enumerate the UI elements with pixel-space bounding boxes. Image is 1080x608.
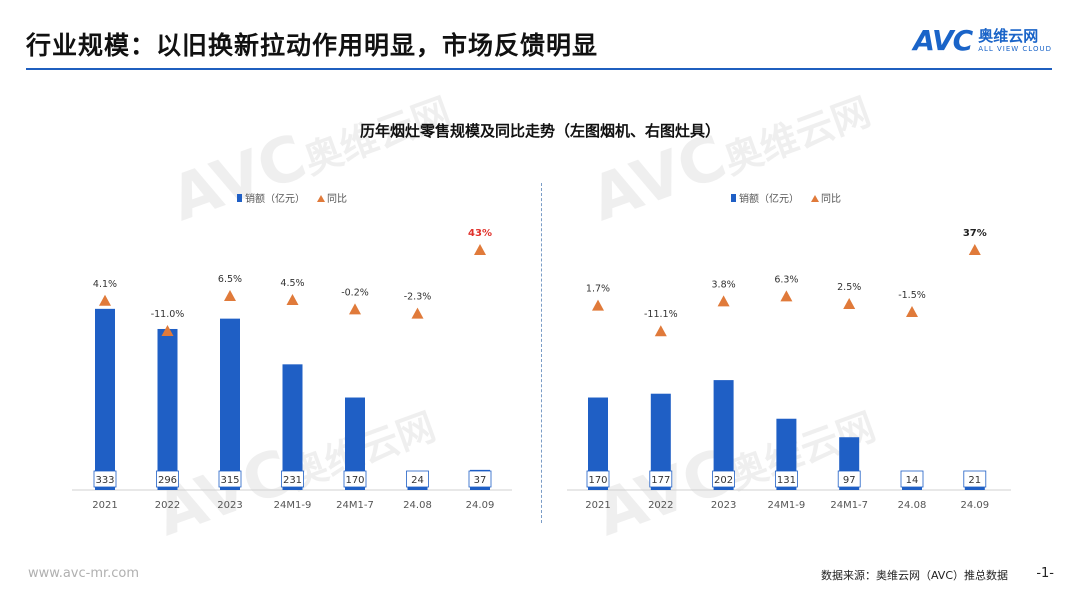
bar-label-box (712, 470, 736, 488)
bar (650, 393, 671, 490)
bar-value-label: 131 (777, 475, 796, 486)
yoy-marker (654, 325, 667, 337)
bar-label-box (468, 470, 492, 488)
yoy-value-label: 4.1% (93, 279, 117, 290)
bar (220, 318, 240, 490)
chart-divider (541, 183, 542, 523)
bar-label-box (837, 470, 861, 488)
bar-value-label: 37 (474, 475, 487, 486)
x-tick-label: 24.08 (403, 500, 432, 511)
x-tick-label: 24M1-9 (768, 500, 806, 511)
footer-url: www.avc-mr.com (28, 566, 140, 581)
legend-swatch-sales (731, 194, 736, 202)
legend-label-sales: 销额（亿元） (245, 192, 305, 205)
yoy-value-label: 1.7% (586, 284, 610, 295)
bar-label-box (586, 470, 610, 488)
x-tick-label: 2021 (585, 500, 610, 511)
yoy-marker (474, 244, 486, 255)
legend-swatch-sales (237, 194, 242, 202)
yoy-value-label: 3.8% (712, 279, 736, 290)
legend-swatch-yoy (317, 195, 325, 202)
bar-value-label: 296 (158, 475, 177, 486)
brand-name-cn: 奥维云网 (978, 26, 1039, 45)
yoy-marker (161, 325, 174, 336)
bar (713, 380, 734, 490)
bar-value-label: 333 (95, 475, 114, 486)
yoy-value-label: 6.3% (774, 274, 798, 285)
x-tick-label: 2023 (711, 500, 736, 511)
yoy-value-label: -1.5% (898, 290, 926, 301)
bar-label-box (156, 470, 179, 488)
bar-label-box (343, 470, 367, 488)
bar (157, 328, 178, 490)
legend-label-sales: 销额（亿元） (739, 192, 799, 205)
x-tick-label: 2022 (648, 500, 673, 511)
yoy-value-label: 6.5% (218, 274, 242, 285)
x-tick-label: 24M1-7 (336, 500, 374, 511)
bar-value-label: 170 (345, 475, 364, 486)
yoy-value-label: -2.3% (404, 292, 432, 303)
bar-label-box (963, 470, 987, 488)
bar (345, 397, 365, 490)
yoy-marker (717, 295, 730, 307)
yoy-value-label: 37% (963, 228, 987, 239)
page-title: 行业规模：以旧换新拉动作用明显，市场反馈明显 (26, 31, 599, 60)
yoy-marker (224, 290, 236, 301)
yoy-marker (906, 306, 918, 317)
yoy-value-label: 2.5% (837, 282, 861, 293)
range-hood-chart: 销额（亿元） 同比 333 2021 4.1% 296 2022 -11.0% 315 2023 6… (72, 192, 512, 511)
header-rule (26, 68, 1052, 70)
yoy-value-label: -0.2% (341, 287, 369, 298)
bar-value-label: 231 (283, 475, 302, 486)
bar-value-label: 315 (220, 475, 239, 486)
bar-label-box (900, 470, 924, 488)
legend-label-yoy: 同比 (821, 193, 841, 205)
bar-label-box (281, 470, 304, 488)
bar (282, 364, 303, 490)
yoy-marker (411, 307, 424, 319)
bar-value-label: 97 (843, 475, 856, 486)
bar (588, 397, 608, 490)
x-tick-label: 24M1-7 (830, 500, 868, 511)
yoy-marker (843, 298, 856, 309)
legend-label-yoy: 同比 (327, 193, 347, 205)
bar-label-box (649, 470, 673, 488)
x-tick-label: 24.08 (898, 500, 927, 511)
bar-value-label: 24 (411, 475, 424, 486)
brand-name-en: ALL VIEW CLOUD (978, 44, 1052, 53)
yoy-marker (968, 244, 981, 255)
bar-value-label: 177 (651, 475, 670, 486)
yoy-marker (286, 294, 299, 305)
yoy-marker (780, 290, 793, 302)
data-source: 数据来源：奥维云网（AVC）推总数据 (820, 569, 1008, 582)
x-tick-label: 2023 (217, 500, 242, 511)
bar-label-box (774, 470, 798, 488)
bar-label-box (93, 470, 117, 488)
bar-value-label: 202 (714, 475, 733, 486)
bar (95, 308, 115, 490)
brand-logo: AVC 奥维云网 ALL VIEW CLOUD (913, 24, 1052, 57)
yoy-value-label: 4.5% (280, 278, 304, 289)
x-tick-label: 24.09 (960, 500, 989, 511)
bar-value-label: 170 (588, 475, 607, 486)
yoy-value-label: 43% (468, 228, 492, 239)
yoy-marker (349, 303, 361, 315)
x-tick-label: 24M1-9 (274, 500, 312, 511)
stove-chart: 销额（亿元） 同比 170 2021 1.7% 177 2022 -11.1% 202 2023 3… (567, 192, 1011, 511)
x-tick-label: 2022 (155, 500, 180, 511)
yoy-marker (99, 294, 111, 306)
x-tick-label: 2021 (92, 500, 117, 511)
page-number: -1- (1036, 566, 1054, 581)
yoy-marker (592, 299, 604, 311)
bar-value-label: 21 (968, 475, 981, 486)
bar-label-box (218, 470, 242, 488)
bar-value-label: 14 (906, 475, 919, 486)
brand-mark: AVC (913, 24, 973, 57)
x-tick-label: 24.09 (466, 500, 495, 511)
chart-title: 历年烟灶零售规模及同比走势（左图烟机、右图灶具） (359, 122, 720, 140)
legend-swatch-yoy (811, 195, 819, 202)
yoy-value-label: -11.1% (644, 309, 678, 320)
bar-label-box (406, 470, 429, 488)
yoy-value-label: -11.0% (151, 309, 185, 320)
